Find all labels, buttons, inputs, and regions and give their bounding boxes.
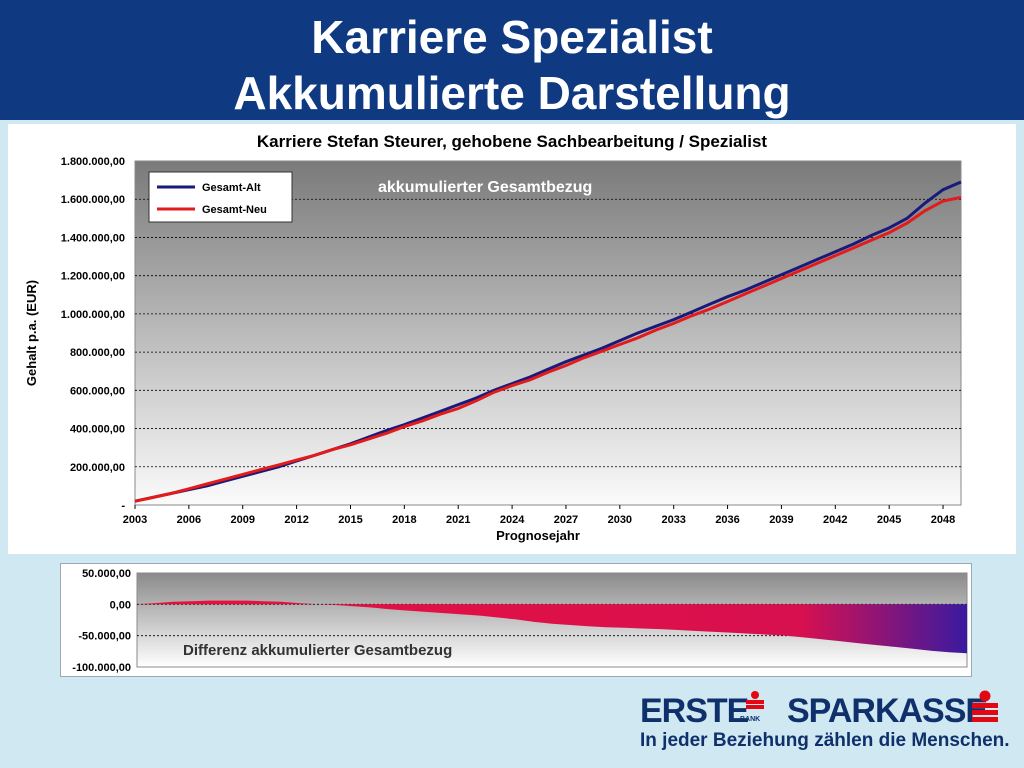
x-tick-label: 2009: [230, 514, 254, 526]
legend-label: Gesamt-Alt: [202, 182, 261, 194]
x-tick-label: 2024: [500, 514, 525, 526]
x-tick-label: 2048: [931, 514, 955, 526]
y-tick-label: 200.000,00: [70, 462, 125, 474]
x-tick-label: 2006: [177, 514, 201, 526]
x-tick-label: 2036: [715, 514, 739, 526]
slide-title-line1: Karriere Spezialist: [311, 11, 713, 63]
main-chart-svg: Karriere Stefan Steurer, gehobene Sachbe…: [8, 124, 1016, 554]
erste-logo-text: ERSTE: [640, 692, 749, 730]
x-axis-label: Prognosejahr: [496, 528, 580, 543]
y-tick-label: 1.000.000,00: [61, 309, 125, 321]
x-tick-label: 2012: [284, 514, 308, 526]
x-axis-ticks: 2003 2006 2009 2012 2015 2018 2021 2024 2027 2030…: [123, 505, 955, 526]
legend: Gesamt-Alt Gesamt-Neu: [148, 171, 293, 223]
series-line-gesamt-neu: [134, 195, 962, 503]
x-tick-label: 2033: [661, 514, 685, 526]
difference-area: [137, 600, 967, 654]
legend-label: Gesamt-Neu: [202, 204, 267, 216]
brand-slogan: In jeder Beziehung zählen die Menschen.: [640, 730, 1010, 751]
y-tick-label: 1.600.000,00: [61, 194, 125, 206]
y-axis-ticks: - 200.000,00 400.000,00 600.000,00 800.000,0…: [61, 156, 126, 512]
x-tick-label: 2042: [823, 514, 847, 526]
sparkasse-logo-text: SPARKASSE: [787, 692, 988, 730]
difference-annotation: Differenz akkumulierter Gesamtbezug: [183, 642, 452, 659]
series-line-gesamt-alt: [134, 180, 962, 503]
y-tick-label: 400.000,00: [70, 424, 125, 436]
y-tick-label: -: [121, 500, 125, 512]
difference-y-ticks: -100.000,00 -50.000,00 0,00 50.000,00: [72, 568, 131, 674]
sparkasse-s-logo-icon: [972, 690, 998, 722]
difference-y-tick-label: -50.000,00: [78, 631, 131, 643]
x-tick-label: 2030: [608, 514, 632, 526]
slide-title-line2: Akkumulierte Darstellung: [233, 67, 791, 119]
gridlines: [135, 198, 961, 468]
chart-title: Karriere Stefan Steurer, gehobene Sachbe…: [257, 132, 767, 151]
difference-y-tick-label: 0,00: [110, 599, 131, 611]
x-tick-label: 2039: [769, 514, 793, 526]
difference-y-tick-label: 50.000,00: [82, 568, 131, 580]
y-axis-label: Gehalt p.a. (EUR): [24, 280, 39, 386]
x-tick-label: 2015: [338, 514, 362, 526]
bank-label: BANK: [740, 716, 761, 723]
title-banner: Karriere Spezialist Akkumulierte Darstel…: [0, 0, 1024, 120]
chart-annotation: akkumulierter Gesamtbezug: [378, 179, 592, 196]
x-tick-label: 2045: [877, 514, 901, 526]
difference-chart: -100.000,00 -50.000,00 0,00 50.000,00 Diffe…: [60, 563, 972, 677]
difference-y-tick-label: -100.000,00: [72, 662, 131, 674]
y-tick-label: 1.200.000,00: [61, 271, 125, 283]
y-tick-label: 600.000,00: [70, 385, 125, 397]
series-lines: [134, 180, 962, 503]
legend-box: [148, 171, 293, 223]
difference-chart-svg: -100.000,00 -50.000,00 0,00 50.000,00 Diffe…: [72, 568, 968, 674]
brand-footer: ERSTE BANK SPARKASSE In jeder Beziehung …: [640, 690, 1010, 760]
erste-s-logo-icon: [746, 691, 764, 709]
y-tick-label: 1.800.000,00: [61, 156, 125, 168]
x-tick-label: 2027: [554, 514, 578, 526]
x-tick-label: 2003: [123, 514, 147, 526]
y-tick-label: 1.400.000,00: [61, 232, 125, 244]
main-chart: Karriere Stefan Steurer, gehobene Sachbe…: [8, 124, 1016, 554]
y-tick-label: 800.000,00: [70, 347, 125, 359]
x-tick-label: 2021: [446, 514, 470, 526]
x-tick-label: 2018: [392, 514, 416, 526]
